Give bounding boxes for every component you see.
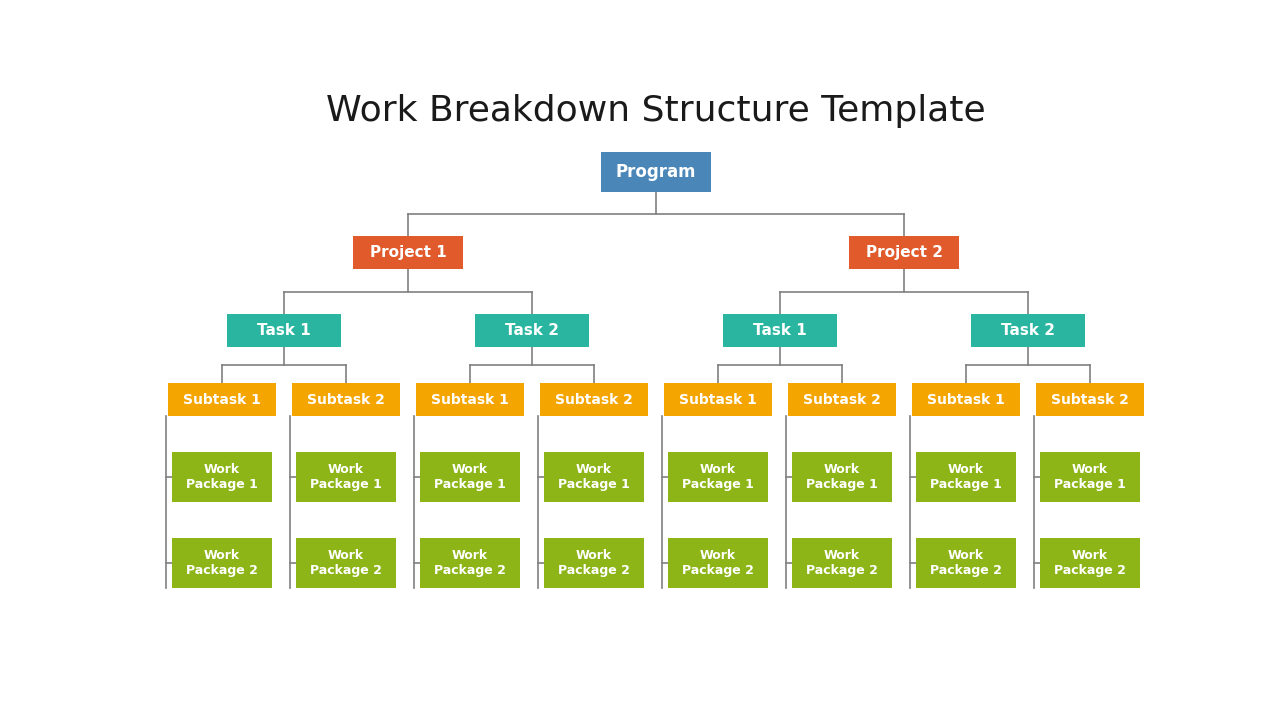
Text: Subtask 1: Subtask 1 xyxy=(680,392,756,407)
FancyBboxPatch shape xyxy=(723,314,837,347)
Text: Task 1: Task 1 xyxy=(257,323,311,338)
FancyBboxPatch shape xyxy=(227,314,340,347)
Text: Subtask 2: Subtask 2 xyxy=(307,392,385,407)
FancyBboxPatch shape xyxy=(416,383,524,416)
FancyBboxPatch shape xyxy=(420,539,520,588)
Text: Work
Package 2: Work Package 2 xyxy=(931,549,1002,577)
Text: Subtask 2: Subtask 2 xyxy=(1051,392,1129,407)
Text: Work
Package 2: Work Package 2 xyxy=(682,549,754,577)
FancyBboxPatch shape xyxy=(913,383,1020,416)
FancyBboxPatch shape xyxy=(916,539,1015,588)
Text: Work
Package 1: Work Package 1 xyxy=(806,463,878,491)
FancyBboxPatch shape xyxy=(850,236,959,269)
FancyBboxPatch shape xyxy=(916,452,1015,503)
FancyBboxPatch shape xyxy=(540,383,648,416)
FancyBboxPatch shape xyxy=(1041,452,1139,503)
Text: Project 1: Project 1 xyxy=(370,246,447,260)
FancyBboxPatch shape xyxy=(544,452,644,503)
FancyBboxPatch shape xyxy=(972,314,1085,347)
FancyBboxPatch shape xyxy=(173,452,271,503)
FancyBboxPatch shape xyxy=(292,383,399,416)
Text: Work
Package 1: Work Package 1 xyxy=(310,463,381,491)
Text: Work Breakdown Structure Template: Work Breakdown Structure Template xyxy=(326,94,986,128)
Text: Subtask 2: Subtask 2 xyxy=(556,392,632,407)
FancyBboxPatch shape xyxy=(664,383,772,416)
FancyBboxPatch shape xyxy=(173,539,271,588)
FancyBboxPatch shape xyxy=(169,383,275,416)
FancyBboxPatch shape xyxy=(297,452,396,503)
FancyBboxPatch shape xyxy=(668,539,768,588)
Text: Subtask 1: Subtask 1 xyxy=(431,392,509,407)
FancyBboxPatch shape xyxy=(475,314,589,347)
Text: Work
Package 1: Work Package 1 xyxy=(682,463,754,491)
Text: Subtask 1: Subtask 1 xyxy=(927,392,1005,407)
Text: Work
Package 1: Work Package 1 xyxy=(1053,463,1126,491)
FancyBboxPatch shape xyxy=(353,236,462,269)
Text: Work
Package 1: Work Package 1 xyxy=(931,463,1002,491)
FancyBboxPatch shape xyxy=(792,539,892,588)
Text: Work
Package 1: Work Package 1 xyxy=(186,463,259,491)
Text: Task 1: Task 1 xyxy=(753,323,806,338)
FancyBboxPatch shape xyxy=(788,383,896,416)
FancyBboxPatch shape xyxy=(1037,383,1143,416)
FancyBboxPatch shape xyxy=(544,539,644,588)
Text: Subtask 2: Subtask 2 xyxy=(803,392,881,407)
Text: Work
Package 2: Work Package 2 xyxy=(1053,549,1126,577)
Text: Project 2: Project 2 xyxy=(865,246,942,260)
FancyBboxPatch shape xyxy=(668,452,768,503)
FancyBboxPatch shape xyxy=(297,539,396,588)
Text: Work
Package 2: Work Package 2 xyxy=(806,549,878,577)
Text: Program: Program xyxy=(616,163,696,181)
FancyBboxPatch shape xyxy=(420,452,520,503)
Text: Work
Package 2: Work Package 2 xyxy=(310,549,381,577)
FancyBboxPatch shape xyxy=(792,452,892,503)
Text: Work
Package 1: Work Package 1 xyxy=(434,463,506,491)
FancyBboxPatch shape xyxy=(602,153,710,192)
Text: Work
Package 2: Work Package 2 xyxy=(558,549,630,577)
Text: Work
Package 2: Work Package 2 xyxy=(186,549,259,577)
Text: Work
Package 2: Work Package 2 xyxy=(434,549,506,577)
Text: Task 2: Task 2 xyxy=(1001,323,1055,338)
FancyBboxPatch shape xyxy=(1041,539,1139,588)
Text: Subtask 1: Subtask 1 xyxy=(183,392,261,407)
Text: Task 2: Task 2 xyxy=(506,323,559,338)
Text: Work
Package 1: Work Package 1 xyxy=(558,463,630,491)
